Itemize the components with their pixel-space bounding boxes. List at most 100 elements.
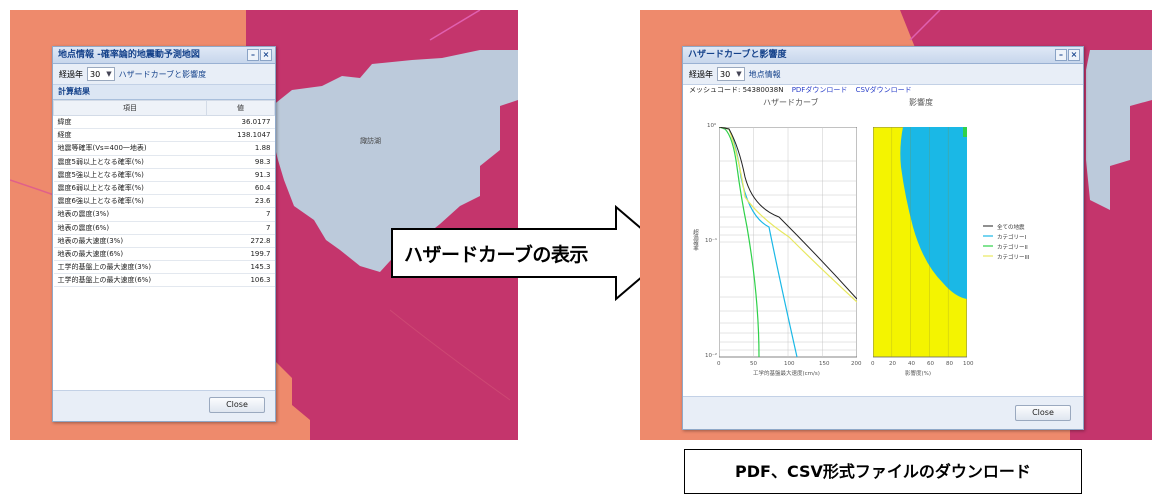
table-row[interactable]: 地表の震度(6%) 7: [53, 221, 275, 235]
cell-value: 145.3: [206, 260, 275, 275]
table-row[interactable]: 地表の最大速度(6%) 199.7: [53, 247, 275, 262]
x-tick: 60: [927, 361, 934, 367]
x-tick: 100: [963, 361, 974, 367]
table-row[interactable]: 工学的基盤上の最大速度(6%) 106.3: [53, 273, 275, 288]
point-info-window: 地点情報 -確率論的地震動予測地図 – × 経過年 30 ▼ ハザードカーブと影…: [52, 46, 276, 422]
cell-item: 震度5強以上となる確率(%): [53, 168, 207, 182]
table-row[interactable]: 地表の最大速度(3%) 272.8: [53, 234, 275, 248]
lake-label: 諏訪湖: [360, 137, 381, 145]
chevron-down-icon: ▼: [736, 70, 742, 78]
cell-value: 60.4: [206, 181, 275, 196]
table-row[interactable]: 緯度 36.0177: [53, 115, 275, 130]
legend-item: 全ての地震: [997, 225, 1025, 231]
table-row[interactable]: 工学的基盤上の最大速度(3%) 145.3: [53, 260, 275, 275]
close-icon[interactable]: ×: [1068, 49, 1080, 61]
legend-item: カテゴリーI: [997, 235, 1027, 241]
table-row[interactable]: 震度5弱以上となる確率(%) 98.3: [53, 155, 275, 169]
cell-item: 工学的基盤上の最大速度(3%): [53, 260, 207, 275]
cell-value: 36.0177: [206, 115, 275, 130]
cell-value: 199.7: [206, 247, 275, 262]
table-row[interactable]: 震度6弱以上となる確率(%) 60.4: [53, 181, 275, 196]
cell-item: 震度6強以上となる確率(%): [53, 194, 207, 209]
y-tick: 10⁻¹: [705, 238, 718, 244]
cell-value: 98.3: [206, 155, 275, 169]
contribution-plot: [873, 127, 967, 358]
hazard-curve-title: ハザードカーブ: [763, 98, 819, 107]
results-panel-title: 計算結果: [53, 85, 275, 100]
elapsed-years-value: 30: [90, 69, 101, 79]
pdf-download-link[interactable]: PDFダウンロード: [791, 86, 848, 94]
point-info-titlebar[interactable]: 地点情報 -確率論的地震動予測地図 – ×: [53, 47, 275, 64]
cell-item: 工学的基盤上の最大速度(6%): [53, 273, 207, 288]
cell-item: 地表の最大速度(3%): [53, 234, 207, 248]
x-tick: 200: [851, 361, 862, 367]
cell-value: 91.3: [206, 168, 275, 182]
cell-item: 地表の震度(3%): [53, 207, 207, 222]
mesh-info-line: メッシュコード: 54380038N PDFダウンロード CSVダウンロード: [689, 85, 912, 95]
cell-value: 1.88: [206, 141, 275, 156]
x-tick: 150: [819, 361, 830, 367]
y-tick: 10⁻²: [705, 353, 718, 359]
cell-value: 23.6: [206, 194, 275, 209]
arrow-caption: ハザードカーブの表示: [404, 244, 588, 266]
table-row[interactable]: 震度5強以上となる確率(%) 91.3: [53, 168, 275, 182]
close-button[interactable]: Close: [209, 397, 265, 413]
close-icon[interactable]: ×: [260, 49, 272, 61]
elapsed-years-select[interactable]: 30 ▼: [87, 67, 115, 81]
chevron-down-icon: ▼: [106, 70, 112, 78]
minimize-icon[interactable]: –: [1055, 49, 1067, 61]
cell-value: 106.3: [206, 273, 275, 288]
download-caption: PDF、CSV形式ファイルのダウンロード: [684, 449, 1082, 494]
x-tick: 40: [908, 361, 915, 367]
table-row[interactable]: 経度 138.1047: [53, 128, 275, 143]
column-header-item[interactable]: 項目: [53, 100, 207, 116]
minimize-icon[interactable]: –: [247, 49, 259, 61]
cell-item: 緯度: [53, 115, 207, 130]
series-category-3: [719, 127, 857, 303]
csv-download-link[interactable]: CSVダウンロード: [855, 86, 912, 94]
cell-value: 7: [206, 221, 275, 235]
x-tick: 80: [946, 361, 953, 367]
series-all: [719, 127, 857, 300]
hazard-curve-window: ハザードカーブと影響度 – × 経過年 30 ▼ 地点情報 メッシュコード: 5…: [682, 46, 1084, 430]
table-row[interactable]: 地表の震度(3%) 7: [53, 207, 275, 222]
close-button[interactable]: Close: [1015, 405, 1071, 421]
hazard-curve-titlebar[interactable]: ハザードカーブと影響度 – ×: [683, 47, 1083, 64]
x-tick: 20: [889, 361, 896, 367]
cell-value: 138.1047: [206, 128, 275, 143]
table-row[interactable]: 地震等確率(Vs=400一地表) 1.88: [53, 141, 275, 156]
x-tick: 100: [784, 361, 795, 367]
elapsed-years-select[interactable]: 30 ▼: [717, 67, 745, 81]
x-tick: 0: [717, 361, 721, 367]
series-category-2: [719, 127, 760, 358]
hazard-curve-link[interactable]: ハザードカーブと影響度: [118, 69, 207, 79]
hazard-curve-toolbar: 経過年 30 ▼ 地点情報: [683, 64, 1083, 85]
table-row[interactable]: 震度6強以上となる確率(%) 23.6: [53, 194, 275, 209]
legend-item: カテゴリーIII: [997, 255, 1030, 261]
hazard-curve-plot: [719, 127, 857, 358]
cell-item: 地表の最大速度(6%): [53, 247, 207, 262]
cell-item: 地震等確率(Vs=400一地表): [53, 141, 207, 156]
legend-swatches: [983, 225, 993, 257]
column-header-value[interactable]: 値: [206, 100, 275, 116]
hazard-x-axis-label: 工学的基盤最大速度(cm/s): [753, 371, 820, 377]
cell-item: 震度6弱以上となる確率(%): [53, 181, 207, 196]
elapsed-years-label: 経過年: [59, 69, 83, 79]
contribution-title: 影響度: [909, 98, 933, 107]
results-table: 項目 値 緯度 36.0177 経度 138.1047 地震等確率(Vs=400一地…: [53, 100, 275, 288]
cell-item: 地表の震度(6%): [53, 221, 207, 235]
window-title: ハザードカーブと影響度: [688, 50, 787, 60]
cell-item: 震度5弱以上となる確率(%): [53, 155, 207, 169]
point-info-toolbar: 経過年 30 ▼ ハザードカーブと影響度: [53, 64, 275, 85]
cell-value: 272.8: [206, 234, 275, 248]
window-title: 地点情報 -確率論的地震動予測地図: [58, 50, 200, 60]
contribution-x-axis-label: 影響度(%): [905, 371, 932, 377]
x-tick: 0: [871, 361, 875, 367]
x-tick: 50: [750, 361, 757, 367]
mesh-code: メッシュコード: 54380038N: [689, 86, 784, 94]
hazard-y-axis-label: 超過確率: [692, 229, 698, 251]
elapsed-years-value: 30: [720, 69, 731, 79]
elapsed-years-label: 経過年: [689, 69, 713, 79]
point-info-link[interactable]: 地点情報: [748, 69, 781, 79]
cell-item: 経度: [53, 128, 207, 143]
